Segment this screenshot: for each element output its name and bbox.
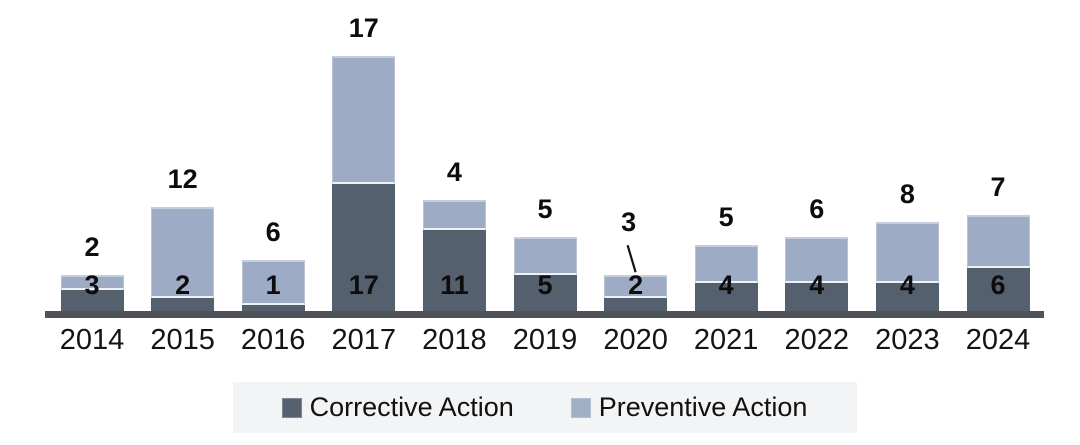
segment-preventive-2020 [604, 275, 668, 298]
bar-2020 [604, 275, 668, 313]
segment-corrective-2014 [60, 290, 124, 313]
label-preventive-2015: 12 [167, 164, 198, 195]
segment-corrective-2019 [513, 275, 577, 313]
segment-preventive-2018 [422, 199, 486, 230]
bar-2024 [966, 214, 1030, 313]
segment-preventive-2014 [60, 275, 124, 291]
x-tick-2017: 2017 [331, 324, 397, 356]
bar-2015 [151, 207, 215, 313]
segment-preventive-2019 [513, 237, 577, 276]
label-corrective-2017: 17 [348, 270, 379, 300]
legend-item-preventive: Preventive Action [570, 392, 808, 423]
label-preventive-2018: 4 [446, 156, 462, 187]
bar-2014 [60, 275, 124, 313]
bar-2018 [422, 199, 486, 313]
segment-corrective-2018 [422, 229, 486, 313]
segment-preventive-2017 [332, 55, 396, 185]
label-corrective-2024: 6 [990, 270, 1006, 300]
x-tick-2018: 2018 [422, 324, 487, 356]
label-preventive-2019: 5 [537, 194, 553, 225]
segment-preventive-2016 [241, 260, 305, 306]
legend-label-preventive: Preventive Action [598, 392, 808, 422]
label-preventive-2017: 17 [348, 12, 379, 43]
label-corrective-2021: 4 [718, 270, 734, 300]
label-preventive-2022: 6 [809, 194, 825, 225]
x-tick-2024: 2024 [965, 324, 1031, 356]
label-corrective-2015: 2 [175, 270, 191, 300]
segment-corrective-2016 [241, 305, 305, 313]
segment-corrective-2021 [694, 282, 758, 313]
bar-2019 [513, 237, 577, 313]
segment-corrective-2023 [875, 282, 939, 313]
x-tick-2020: 2020 [603, 324, 668, 356]
x-tick-2014: 2014 [59, 324, 125, 356]
legend-label-corrective: Corrective Action [309, 392, 514, 422]
segment-preventive-2024 [966, 214, 1030, 268]
segment-preventive-2023 [875, 222, 939, 283]
label-corrective-2016: 1 [265, 270, 281, 300]
x-tick-2021: 2021 [693, 324, 759, 356]
x-tick-2023: 2023 [875, 324, 940, 356]
bar-2023 [875, 222, 939, 313]
bar-2021 [694, 244, 758, 313]
label-preventive-2023: 8 [899, 179, 915, 210]
label-corrective-2022: 4 [809, 270, 825, 300]
label-corrective-2018: 11 [440, 270, 469, 300]
label-corrective-2014: 3 [84, 270, 100, 300]
x-tick-2019: 2019 [512, 324, 578, 356]
label-preventive-2024: 7 [990, 171, 1006, 202]
bar-2017 [332, 55, 396, 313]
segment-corrective-2017 [332, 184, 396, 313]
x-tick-2022: 2022 [784, 324, 850, 356]
segment-corrective-2015 [151, 297, 215, 313]
segment-corrective-2024 [966, 267, 1030, 313]
label-preventive-2021: 5 [718, 201, 734, 232]
segment-preventive-2021 [694, 244, 758, 283]
label-preventive-2014: 2 [84, 232, 100, 263]
segment-corrective-2020 [604, 297, 668, 313]
label-corrective-2023: 4 [899, 270, 915, 300]
label-corrective-2019: 5 [537, 270, 553, 300]
legend-item-corrective: Corrective Action [281, 392, 514, 423]
label-corrective-2020: 2 [628, 270, 644, 300]
bar-2022 [785, 237, 849, 313]
label-preventive-2016: 6 [265, 217, 281, 248]
label-preventive-2020: 3 [621, 207, 637, 238]
legend-box: Corrective Action Preventive Action [233, 382, 857, 433]
preventive-swatch-icon [570, 397, 591, 418]
segment-preventive-2022 [785, 237, 849, 283]
segment-preventive-2015 [151, 207, 215, 298]
x-tick-2016: 2016 [240, 324, 306, 356]
bar-2016 [241, 260, 305, 313]
corrective-swatch-icon [281, 397, 302, 418]
x-tick-2015: 2015 [150, 324, 215, 356]
segment-corrective-2022 [785, 282, 849, 313]
x-axis-line [45, 311, 1044, 318]
